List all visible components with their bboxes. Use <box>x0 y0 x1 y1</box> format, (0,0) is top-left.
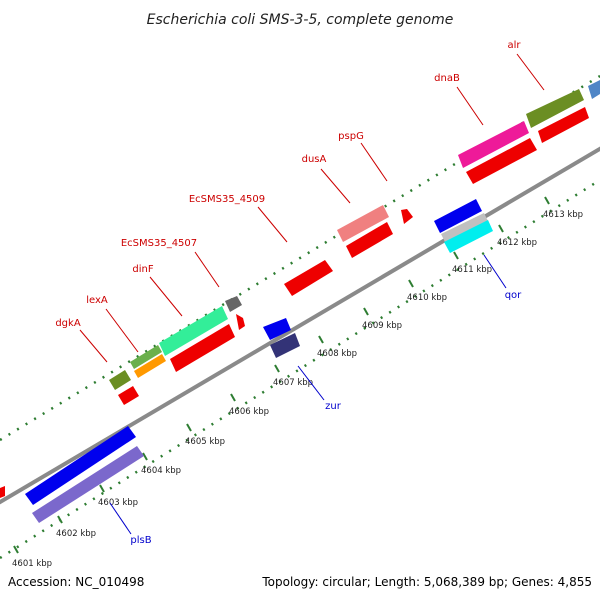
genome-backbone <box>0 146 600 505</box>
gene-bar-orange[interactable] <box>134 354 166 378</box>
major-ticks <box>13 196 550 554</box>
gene-bar-red[interactable] <box>538 107 589 143</box>
tick-mark <box>142 452 148 461</box>
tick-mark <box>318 335 324 344</box>
gene-bar-pink[interactable] <box>337 205 389 242</box>
gene-bar-silver[interactable] <box>441 213 488 242</box>
gene-bar-blue[interactable] <box>25 426 136 505</box>
gene-label-qor[interactable]: qor <box>505 290 522 301</box>
tick-label: 4605 kbp <box>185 437 225 447</box>
gene-bar-gray[interactable] <box>225 296 242 312</box>
gene-label-dgkA[interactable]: dgkA <box>55 318 80 329</box>
tick-label: 4607 kbp <box>273 378 313 388</box>
outer-tick-track <box>0 74 600 442</box>
gene-bar-blue[interactable] <box>263 318 291 340</box>
tick-mark <box>363 307 369 316</box>
gene-label-alr[interactable]: alr <box>507 40 521 51</box>
tick-label: 4608 kbp <box>317 349 357 359</box>
label-leaders <box>79 53 545 535</box>
gene-bar-red[interactable] <box>401 209 413 224</box>
tick-label: 4610 kbp <box>407 293 447 303</box>
tick-mark <box>57 515 63 524</box>
gene-bar-lexA[interactable] <box>130 345 162 369</box>
accession-text: Accession: NC_010498 <box>8 575 144 589</box>
tick-label: 4611 kbp <box>452 265 492 275</box>
gene-bar-blue[interactable] <box>434 199 482 233</box>
gene-label-zur[interactable]: zur <box>325 401 342 412</box>
gene-bar-red[interactable] <box>466 138 537 184</box>
gene-bar-red[interactable] <box>236 314 245 330</box>
gene-label-dusA[interactable]: dusA <box>302 154 327 165</box>
tick-label: 4602 kbp <box>56 529 96 539</box>
tick-label: 4613 kbp <box>543 210 583 220</box>
gene-bar-steelblue[interactable] <box>588 80 600 99</box>
gene-label-EcSMS35_4507[interactable]: EcSMS35_4507 <box>121 238 197 249</box>
tick-mark <box>498 224 504 233</box>
gene-bar-dinF[interactable] <box>159 306 228 356</box>
tick-mark <box>13 545 19 554</box>
gene-bar-navy[interactable] <box>270 333 300 358</box>
tick-mark <box>544 196 550 205</box>
gene-label-pspG[interactable]: pspG <box>338 131 364 142</box>
gene-bar-dnaB[interactable] <box>458 121 529 168</box>
gene-label-lexA[interactable]: lexA <box>86 295 108 306</box>
gene-bar-red[interactable] <box>118 386 139 405</box>
gene-bar-alr[interactable] <box>526 89 584 128</box>
gene-label-plsB[interactable]: plsB <box>130 535 151 546</box>
gene-features <box>0 80 600 523</box>
gene-bar-cyan[interactable] <box>444 220 493 253</box>
tick-mark <box>230 393 236 402</box>
tick-label: 4609 kbp <box>362 321 402 331</box>
tick-mark <box>99 484 105 493</box>
gene-bar-dgkA[interactable] <box>109 370 131 390</box>
tick-mark <box>408 279 414 288</box>
gene-bar-purple[interactable] <box>32 446 144 523</box>
tick-labels: 4601 kbp 4602 kbp 4603 kbp 4604 kbp 4605 kbp… <box>12 210 583 569</box>
tick-label: 4604 kbp <box>141 466 181 476</box>
gene-bar-red[interactable] <box>0 486 5 498</box>
tick-label: 4606 kbp <box>229 407 269 417</box>
gene-label-dinF[interactable]: dinF <box>132 264 153 275</box>
gene-label-dnaB[interactable]: dnaB <box>434 73 460 84</box>
tick-label: 4612 kbp <box>497 238 537 248</box>
summary-text: Topology: circular; Length: 5,068,389 bp… <box>261 575 592 589</box>
tick-mark <box>453 251 459 260</box>
tick-label: 4603 kbp <box>98 498 138 508</box>
gene-bar-red[interactable] <box>346 222 393 258</box>
tick-label: 4601 kbp <box>12 559 52 569</box>
gene-bar-red[interactable] <box>170 324 235 372</box>
gene-bar-red[interactable] <box>284 260 333 296</box>
tick-mark <box>274 364 280 373</box>
inner-tick-track <box>0 178 600 560</box>
map-title: Escherichia coli SMS-3-5, complete genom… <box>147 12 454 28</box>
gene-label-EcSMS35_4509[interactable]: EcSMS35_4509 <box>189 194 265 205</box>
tick-mark <box>186 423 192 432</box>
